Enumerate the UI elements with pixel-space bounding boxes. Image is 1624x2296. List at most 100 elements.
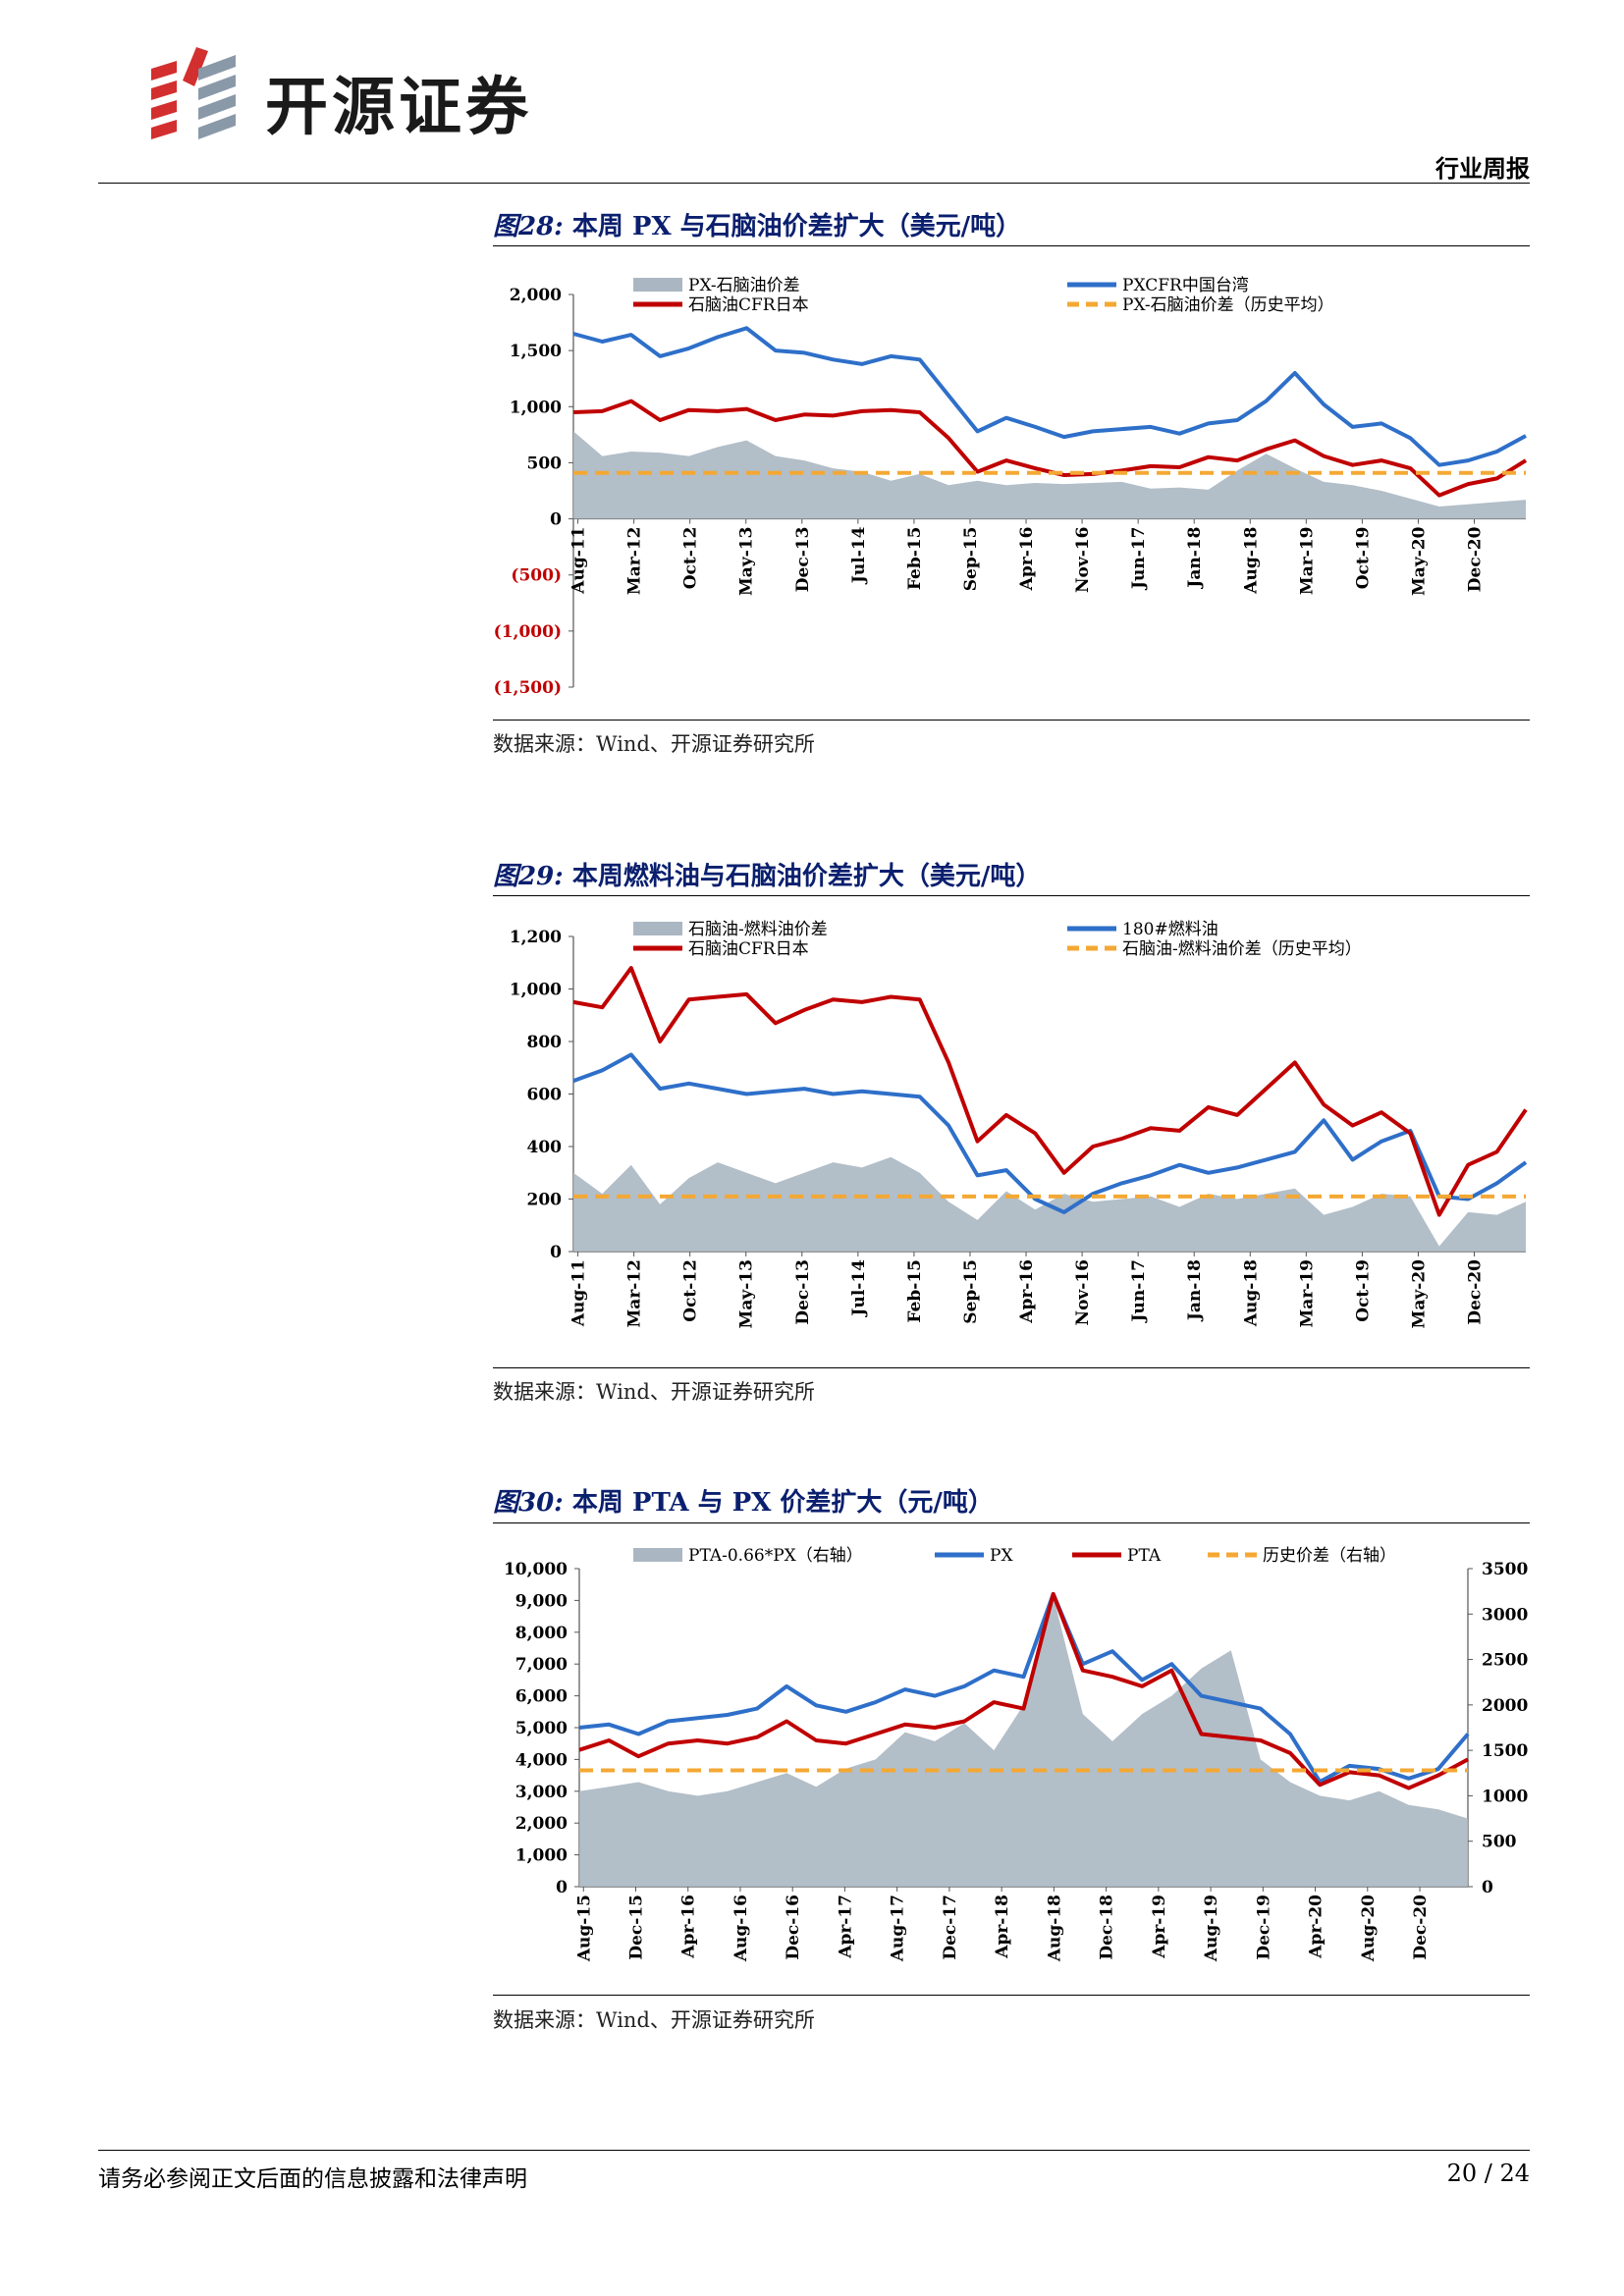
y-tick-label: 5,000 [515,1719,568,1738]
x-tick-label: Aug-11 [569,1259,589,1327]
figure-top-rule [493,1522,1530,1523]
x-tick-label: Apr-20 [1307,1895,1326,1959]
x-tick-label: Dec-15 [626,1895,646,1960]
y2-tick-label: 500 [1482,1833,1517,1852]
legend-label: PXCFR中国台湾 [1122,276,1249,295]
figure-top-rule [493,895,1530,896]
chart-pta-px: 10,000 9,000 8,000 7,000 6,000 5,000 4,000 3,00… [504,1546,1529,1962]
y2-tick-label: 0 [1482,1878,1493,1897]
figure-bottom-rule [493,720,1530,721]
y-tick-label: 200 [527,1191,563,1210]
x-tick-label: May-20 [1409,526,1429,596]
x-tick-label: Aug-17 [889,1895,908,1962]
x-tick-label: Apr-16 [1017,1259,1037,1324]
y2-tick-label: 3500 [1482,1560,1528,1579]
y-tick-label: 0 [556,1878,568,1897]
x-tick-label: Dec-18 [1098,1895,1117,1960]
y-tick-label: 3,000 [515,1783,568,1802]
figure-title: 图28: 本周 PX 与石脑油价差扩大（美元/吨） [493,206,1021,242]
x-tick-label: Jul-14 [849,1259,869,1318]
y-tick-label: (1,000) [494,622,562,642]
x-tick-label: Jan-18 [1185,527,1205,590]
figure-title: 图29: 本周燃料油与石脑油价差扩大（美元/吨） [493,856,1041,892]
legend-label: 石脑油CFR日本 [688,939,809,959]
series-line [578,1591,1470,1785]
chart-fueloil-naphtha: 1,200 1,000 800 600 400 200 0 Aug-11 Mar-12 Oct-1… [510,920,1528,1329]
x-tick-label: Apr-19 [1150,1895,1169,1959]
x-tick-label: Aug-18 [1241,527,1261,595]
x-tick-label: Feb-15 [905,1259,925,1323]
x-tick-label: Feb-15 [905,527,925,591]
x-tick-label: Aug-18 [1241,1259,1261,1327]
y-tick-label: (1,500) [494,678,562,698]
x-tick-label: Aug-11 [569,527,589,595]
x-tick-label: Aug-16 [731,1895,751,1962]
x-tick-label: Jul-14 [849,526,869,585]
figure-number: 图30: [493,1488,564,1518]
legend-label: PX [990,1546,1013,1566]
y-tick-label: 10,000 [504,1560,568,1579]
x-tick-label: Apr-16 [1017,527,1037,592]
figure-number: 图29: [493,862,564,891]
legend-label: PTA-0.66*PX（右轴） [688,1546,863,1566]
header-rule [98,183,1530,184]
x-tick-label: Jun-17 [1129,1259,1149,1323]
x-tick-label: Apr-16 [679,1895,699,1959]
x-tick-label: May-20 [1409,1259,1429,1329]
x-tick-label: Dec-19 [1254,1895,1273,1960]
x-tick-label: Dec-20 [1411,1895,1431,1960]
x-tick-label: Oct-19 [1353,527,1373,590]
legend-swatch [633,278,682,292]
figure-caption: 本周 PX 与石脑油价差扩大（美元/吨） [571,212,1022,241]
x-tick-label: Dec-20 [1466,1259,1486,1325]
y2-tick-label: 2000 [1482,1696,1528,1716]
legend-label: 历史价差（右轴） [1263,1546,1396,1566]
x-tick-label: Dec-17 [941,1895,960,1960]
series-line [572,326,1527,467]
chart-px-naphtha: 2,000 1,500 1,000 500 0 (500) (1,000) (1,500) Au… [494,276,1528,698]
logo-mark [137,47,255,145]
x-tick-label: Aug-18 [1045,1895,1064,1962]
series-line [572,966,1528,1217]
report-type: 行业周报 [1435,154,1530,183]
legend-label: 石脑油-燃料油价差 [688,920,828,939]
series-line [578,1591,1469,1790]
y-tick-label: 8,000 [515,1624,568,1643]
x-tick-label: Oct-12 [681,1259,701,1322]
x-tick-label: Apr-17 [836,1895,855,1959]
y-tick-label: 400 [527,1138,563,1157]
legend-swatch [633,1548,682,1562]
x-tick-label: Aug-15 [574,1895,594,1962]
y-tick-label: 6,000 [515,1687,568,1707]
x-tick-label: Jan-18 [1185,1259,1205,1322]
x-tick-label: Oct-19 [1353,1259,1373,1322]
figure-bottom-rule [493,1995,1530,1996]
x-tick-label: Apr-18 [993,1895,1012,1959]
y2-tick-label: 2500 [1482,1651,1528,1671]
x-tick-label: Oct-12 [681,527,701,590]
legend-label: PTA [1127,1546,1162,1566]
y-tick-label: 1,500 [510,342,562,361]
x-tick-label: Jun-17 [1129,527,1149,591]
figure-source: 数据来源：Wind、开源证券研究所 [493,2008,815,2032]
footer-rule [98,2150,1530,2151]
legend-label: PX-石脑油价差 [688,276,800,295]
y-tick-label: 7,000 [515,1655,568,1675]
x-tick-label: Mar-12 [625,527,645,596]
x-tick-label: Mar-19 [1297,527,1317,596]
figure-number: 图28: [493,212,564,241]
figure-bottom-rule [493,1367,1530,1368]
legend-label: PX-石脑油价差（历史平均） [1122,295,1334,315]
legend-label: 180#燃料油 [1122,920,1218,939]
figure-caption: 本周 PTA 与 PX 价差扩大（元/吨） [571,1488,994,1518]
x-tick-label: Aug-19 [1202,1895,1221,1962]
x-tick-label: Aug-20 [1359,1895,1379,1962]
y-tick-label: 500 [527,454,563,473]
x-tick-label: May-13 [737,1259,757,1328]
figure-top-rule [493,245,1530,246]
series-area [573,431,1526,519]
page-number: 20 / 24 [1446,2160,1530,2187]
x-tick-label: Sep-15 [961,527,981,592]
x-tick-label: Dec-20 [1466,526,1486,592]
figure-source: 数据来源：Wind、开源证券研究所 [493,1380,815,1404]
